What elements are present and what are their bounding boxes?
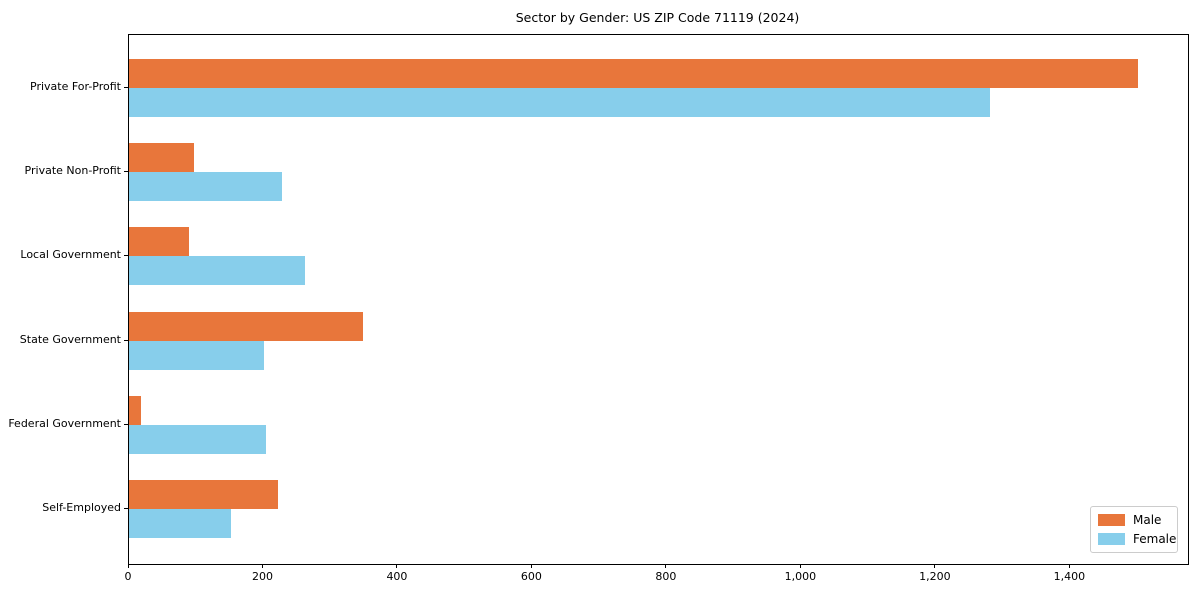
y-tick-label-self-employed: Self-Employed <box>42 501 121 514</box>
bar-female-federal-government <box>129 424 267 454</box>
legend-label-male: Male <box>1133 513 1162 527</box>
legend-item-female: Female <box>1098 532 1176 546</box>
bar-male-local-government <box>129 227 189 257</box>
x-tick-mark <box>665 564 667 568</box>
y-tick-mark <box>124 171 128 173</box>
legend-swatch-female-icon <box>1098 533 1125 545</box>
x-tick-label-200: 200 <box>251 570 273 583</box>
y-tick-mark <box>124 87 128 88</box>
bar-male-federal-government <box>129 395 142 425</box>
y-tick-mark <box>124 255 128 257</box>
y-tick-label-local-government: Local Government <box>20 248 121 262</box>
bar-female-private-for-profit <box>129 88 990 117</box>
y-tick-mark <box>124 339 128 341</box>
legend-swatch-male-icon <box>1098 514 1125 526</box>
bar-female-local-government <box>129 256 306 286</box>
chart-title: Sector by Gender: US ZIP Code 71119 (202… <box>515 10 800 25</box>
x-tick-label-0: 0 <box>124 570 132 583</box>
x-tick-label-1-000: 1,000 <box>784 570 817 583</box>
y-tick-label-federal-government: Federal Government <box>8 416 121 430</box>
x-tick-label-600: 600 <box>520 570 542 583</box>
x-tick-label-800: 800 <box>655 570 677 583</box>
bar-female-state-government <box>129 340 265 370</box>
x-tick-mark <box>396 564 398 568</box>
x-tick-mark <box>127 564 129 568</box>
y-tick-mark <box>124 423 128 425</box>
legend-label-female: Female <box>1133 532 1177 546</box>
x-tick-mark <box>934 564 936 568</box>
legend-item-male: Male <box>1098 513 1171 527</box>
legend: Male Female <box>1090 506 1178 553</box>
x-tick-mark <box>530 564 532 568</box>
y-tick-mark <box>124 508 128 509</box>
plot-area <box>128 34 1189 565</box>
y-tick-label-private-non-profit: Private Non-Profit <box>24 164 121 178</box>
x-tick-mark <box>261 564 263 568</box>
bar-male-self-employed <box>129 480 279 509</box>
x-tick-mark <box>1068 564 1070 568</box>
bar-female-self-employed <box>129 509 232 538</box>
bar-male-private-for-profit <box>129 59 1138 88</box>
y-tick-label-private-for-profit: Private For-Profit <box>30 80 121 93</box>
bar-male-state-government <box>129 311 363 341</box>
x-tick-label-1-400: 1,400 <box>1053 570 1086 583</box>
bar-male-private-non-profit <box>129 143 195 173</box>
x-tick-mark <box>799 564 801 568</box>
y-tick-label-state-government: State Government <box>19 332 121 346</box>
bar-female-private-non-profit <box>129 172 283 202</box>
x-tick-label-400: 400 <box>386 570 408 583</box>
x-tick-label-1-200: 1,200 <box>919 570 951 583</box>
